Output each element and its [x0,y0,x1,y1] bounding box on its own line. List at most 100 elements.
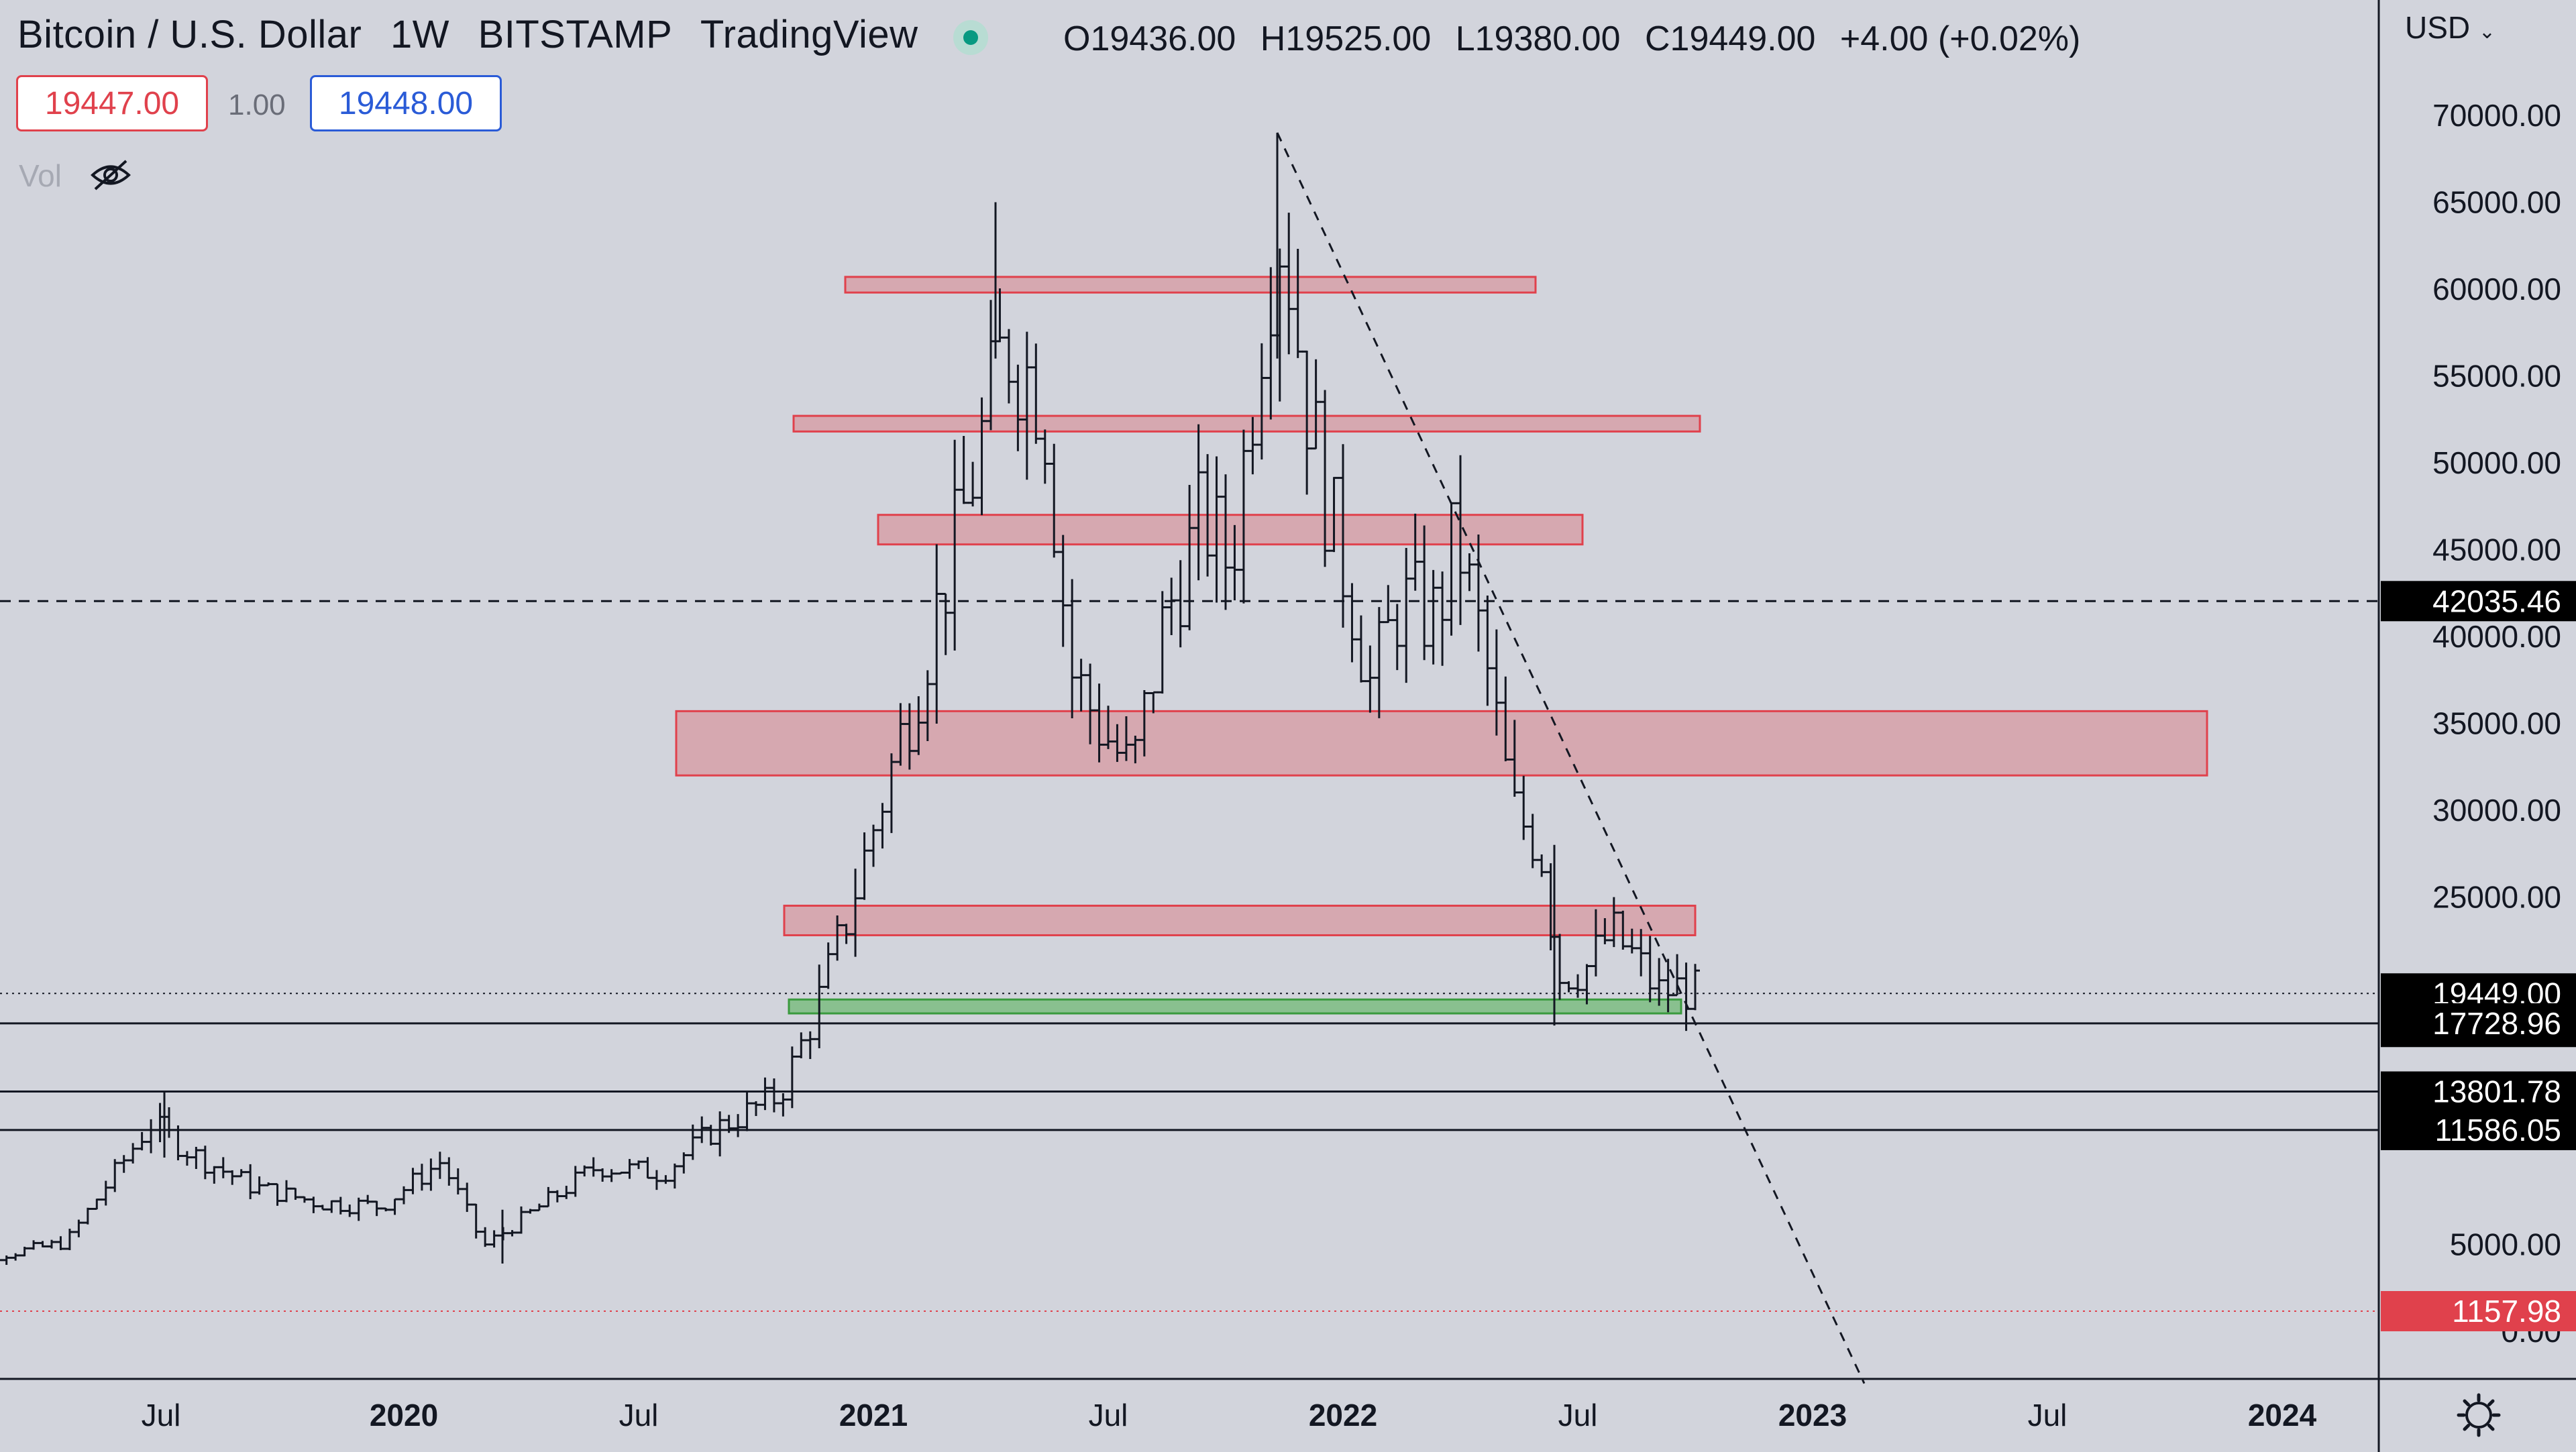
time-tick-label: 2020 [370,1398,438,1433]
price-bar-53 [408,1168,418,1194]
price-bar-139 [1185,485,1195,630]
price-bar-10 [19,1246,30,1257]
price-tick-label: 60000.00 [2432,272,2561,306]
descending-trendline[interactable] [1276,132,1866,1384]
price-bar-16 [74,1219,84,1237]
price-label-box-2 [2381,1003,2576,1044]
price-bar-96 [796,1032,806,1058]
price-bar-72 [580,1165,590,1177]
resistance-zone-4[interactable] [783,904,1697,936]
price-axis-ticks: 70000.00 65000.00 60000.00 55000.00 50000.00… [2432,98,2561,1349]
price-bar-101 [841,924,851,944]
price-bar-22 [128,1143,138,1164]
price-tick-label: 50000.00 [2432,445,2561,480]
price-bar-194 [1681,962,1691,1031]
volume-indicator-label[interactable]: Vol [19,158,62,193]
price-tick-label: 25000.00 [2432,880,2561,915]
price-tick-label: 55000.00 [2432,359,2561,394]
price-bar-116 [977,397,987,516]
price-bars [0,132,1700,1265]
price-label-text-5: 1157.98 [2452,1294,2561,1329]
price-bar-13 [47,1239,56,1249]
price-bar-142 [1212,456,1222,603]
price-bar-189 [1636,929,1646,976]
price-bar-152 [1302,350,1312,495]
time-tick-label: Jul [619,1398,659,1433]
resistance-zone-1[interactable] [792,414,1701,433]
price-bar-117 [986,300,996,431]
price-bar-178 [1537,854,1547,877]
price-bar-110 [922,670,932,741]
price-bar-187 [1618,910,1628,950]
price-bar-37 [264,1182,274,1186]
price-bar-151 [1293,248,1303,358]
price-bar-166 [1428,569,1438,665]
price-bar-140 [1193,424,1203,581]
price-bar-12 [38,1241,48,1247]
price-bar-83 [679,1152,689,1174]
settings-gear-icon[interactable] [2457,1393,2501,1437]
price-bar-73 [588,1157,598,1177]
price-bar-177 [1527,814,1538,869]
price-bar-164 [1410,513,1420,591]
exchange-label: BITSTAMP [478,13,673,56]
price-bar-134 [1139,690,1149,757]
support-zone-5[interactable] [788,998,1682,1015]
high-value: H19525.00 [1260,19,1432,58]
quantity-value[interactable]: 1.00 [228,89,286,121]
price-bar-86 [706,1125,716,1146]
chevron-down-icon: ⌄ [2478,21,2496,43]
price-bar-103 [859,832,869,900]
resistance-zone-0[interactable] [844,276,1537,294]
price-axis-panel[interactable] [2379,0,2576,1452]
price-bar-7 [0,1259,3,1262]
price-bar-181 [1564,981,1574,993]
sell-button[interactable]: 19447.00 [16,75,208,131]
change-value: +4.00 (+0.02%) [1839,19,2081,58]
price-tick-label: 40000.00 [2432,619,2561,654]
price-bar-145 [1238,429,1248,604]
price-label-text-2: 17728.96 [2432,1006,2561,1041]
price-bar-55 [426,1158,436,1191]
price-label-box-0 [2381,581,2576,622]
price-bar-162 [1392,604,1402,671]
chart-header: Bitcoin / U.S. Dollar 1W BITSTAMP Tradin… [17,12,1006,57]
price-bar-78 [634,1160,643,1170]
currency-selector[interactable]: USD ⌄ [2405,9,2496,46]
price-bar-130 [1104,706,1113,749]
price-bar-118 [995,288,1005,343]
price-bar-74 [598,1168,608,1182]
price-bar-36 [254,1176,264,1195]
price-bar-136 [1157,591,1167,694]
source-label: TradingView [700,13,918,56]
price-bar-27 [173,1125,183,1161]
price-bar-124 [1049,443,1059,558]
price-bar-173 [1491,629,1501,736]
horizontal-lines [0,600,2379,1313]
price-bar-102 [851,869,861,957]
symbol-title[interactable]: Bitcoin / U.S. Dollar [17,13,362,56]
price-bar-106 [886,753,896,834]
resistance-zone-2[interactable] [877,514,1584,546]
price-bar-21 [119,1155,129,1173]
price-bar-154 [1320,390,1330,567]
trendline [1276,132,1866,1384]
resistance-zone-3[interactable] [675,710,2208,777]
interval-label[interactable]: 1W [390,13,449,56]
price-bar-43 [317,1205,327,1211]
price-bar-191 [1654,958,1664,1006]
price-bar-160 [1374,607,1384,718]
price-bar-84 [688,1124,698,1160]
price-tick-label: 35000.00 [2432,706,2561,741]
hide-eye-icon[interactable] [89,153,133,197]
price-bar-183 [1582,964,1592,1005]
price-bar-38 [272,1183,282,1206]
price-bar-54 [417,1164,427,1191]
price-bar-167 [1438,571,1448,666]
price-bar-61 [480,1227,490,1247]
buy-button[interactable]: 19448.00 [310,75,502,131]
price-tick-label: 45000.00 [2432,533,2561,567]
time-tick-label: 2024 [2248,1398,2317,1433]
